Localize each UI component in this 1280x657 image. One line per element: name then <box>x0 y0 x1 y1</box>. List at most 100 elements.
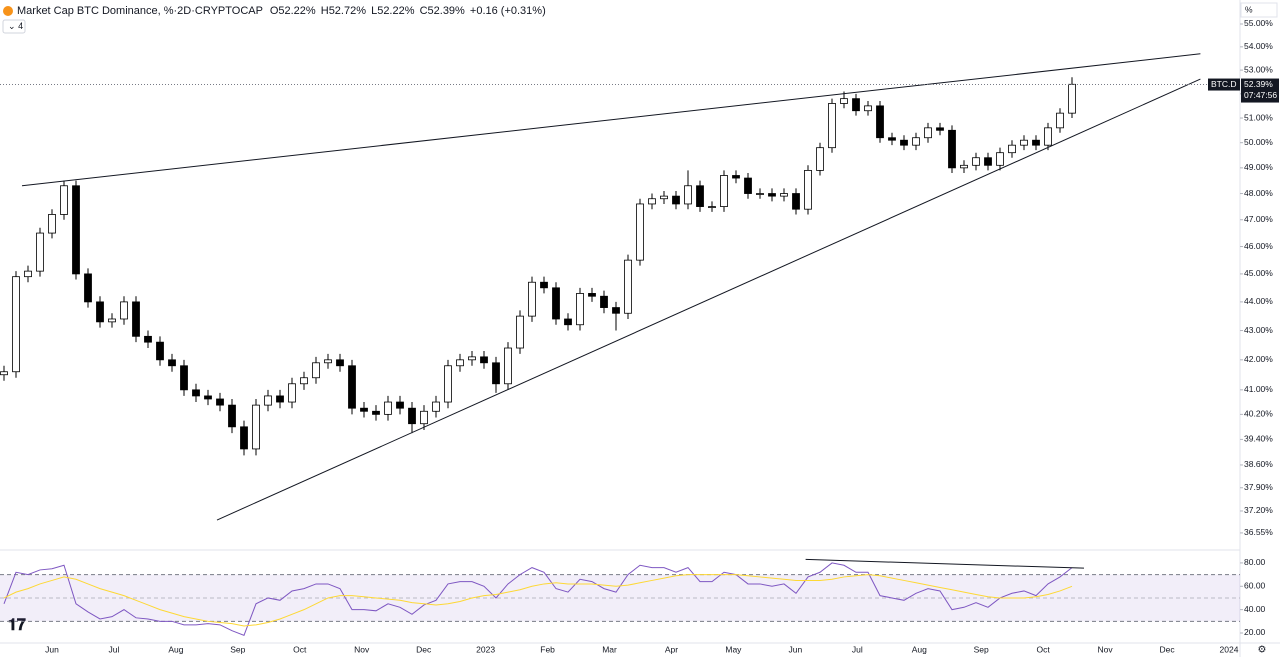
candle-body <box>0 371 8 376</box>
y-tick-label: 55.00% <box>1244 18 1273 28</box>
candle-body <box>684 185 692 205</box>
candle-body <box>360 407 368 412</box>
candle-body <box>1068 83 1076 114</box>
candle-body <box>384 401 392 415</box>
x-tick-label: May <box>725 644 742 654</box>
candle-body <box>960 164 968 169</box>
x-tick-label: 2023 <box>476 644 495 654</box>
candle-body <box>84 273 92 303</box>
candle-body <box>660 195 668 200</box>
candle-body <box>816 147 824 171</box>
candle-body <box>936 127 944 131</box>
x-tick-label: Nov <box>354 644 370 654</box>
candle-body <box>408 407 416 425</box>
settings-icon[interactable]: ⚙ <box>1258 645 1267 656</box>
y-tick-label: 48.00% <box>1244 188 1273 198</box>
symbol: Market Cap BTC Dominance, %·2D·CRYPTOCAP <box>17 5 263 17</box>
candle-body <box>804 169 812 210</box>
candle-body <box>24 270 32 278</box>
axis-unit-box[interactable] <box>1240 2 1278 18</box>
y-tick-label: 38.60% <box>1244 459 1273 469</box>
candle-body <box>120 301 128 320</box>
y-tick-label: 53.00% <box>1244 64 1273 74</box>
candle-body <box>180 365 188 391</box>
y-tick-label: 40.00 <box>1244 604 1266 614</box>
candle-body <box>504 347 512 385</box>
candle-body <box>156 341 164 361</box>
candle-body <box>468 356 476 361</box>
trendline <box>216 78 1201 521</box>
candle-body <box>792 193 800 210</box>
trendline <box>21 53 1201 187</box>
candle-body <box>996 152 1004 166</box>
candle-body <box>432 401 440 412</box>
candle-body <box>144 335 152 343</box>
price-label-box <box>1241 78 1279 103</box>
y-tick-label: 45.00% <box>1244 268 1273 278</box>
candle-body <box>900 139 908 146</box>
divergence-line <box>805 558 1085 569</box>
candle-body <box>252 404 260 450</box>
x-tick-label: Aug <box>168 644 183 654</box>
y-tick-label: 46.00% <box>1244 241 1273 251</box>
candle-body <box>456 359 464 367</box>
axis-unit[interactable]: % <box>1245 4 1253 14</box>
candle-body <box>852 98 860 112</box>
indicators-count[interactable]: ⌄ 4 <box>8 21 23 31</box>
candle-body <box>648 198 656 205</box>
candle-body <box>204 395 212 400</box>
candle-body <box>912 137 920 146</box>
candle-body <box>108 318 116 323</box>
candle-body <box>624 259 632 314</box>
x-tick-label: Mar <box>602 644 617 654</box>
change: +0.16 (+0.31%) <box>470 5 546 17</box>
candle-body <box>780 193 788 197</box>
y-tick-label: 37.20% <box>1244 505 1273 515</box>
indicators-toggle[interactable] <box>2 19 26 34</box>
candle-body <box>1008 144 1016 154</box>
x-tick-label: Oct <box>1037 644 1051 654</box>
candle-body <box>984 157 992 166</box>
x-tick-label: Dec <box>416 644 432 654</box>
candle-body <box>300 377 308 385</box>
x-tick-label: Feb <box>540 644 555 654</box>
candle-body <box>564 318 572 326</box>
x-tick-label: Jul <box>109 644 120 654</box>
y-tick-label: 37.90% <box>1244 482 1273 492</box>
candle-body <box>924 127 932 139</box>
candle-body <box>744 177 752 194</box>
x-tick-label: Apr <box>665 644 678 654</box>
candle-body <box>324 359 332 364</box>
ohlc-open: O52.22% <box>270 5 316 17</box>
candle-body <box>948 129 956 169</box>
candle-body <box>888 137 896 141</box>
candle-body <box>828 103 836 149</box>
candle-body <box>312 362 320 379</box>
y-tick-label: 41.00% <box>1244 384 1273 394</box>
x-tick-label: Sep <box>974 644 989 654</box>
countdown: 07:47:56 <box>1244 90 1277 100</box>
candle-body <box>636 203 644 261</box>
candle-body <box>972 157 980 166</box>
candle-body <box>96 301 104 323</box>
candle-body <box>876 105 884 139</box>
candle-body <box>672 195 680 205</box>
candle-body <box>1032 139 1040 146</box>
candle-body <box>336 359 344 367</box>
candle-body <box>396 401 404 409</box>
candle-body <box>12 276 20 373</box>
price-label: 52.39% <box>1244 79 1273 89</box>
candle-body <box>1056 112 1064 129</box>
candle-body <box>516 315 524 349</box>
candle-body <box>240 426 248 450</box>
x-tick-label: Jun <box>45 644 59 654</box>
candle-body <box>840 98 848 104</box>
y-tick-label: 49.00% <box>1244 162 1273 172</box>
candle-body <box>276 395 284 403</box>
legend-header: Market Cap BTC Dominance, %·2D·CRYPTOCAP… <box>17 5 546 17</box>
x-tick-label: Nov <box>1098 644 1114 654</box>
y-tick-label: 43.00% <box>1244 325 1273 335</box>
